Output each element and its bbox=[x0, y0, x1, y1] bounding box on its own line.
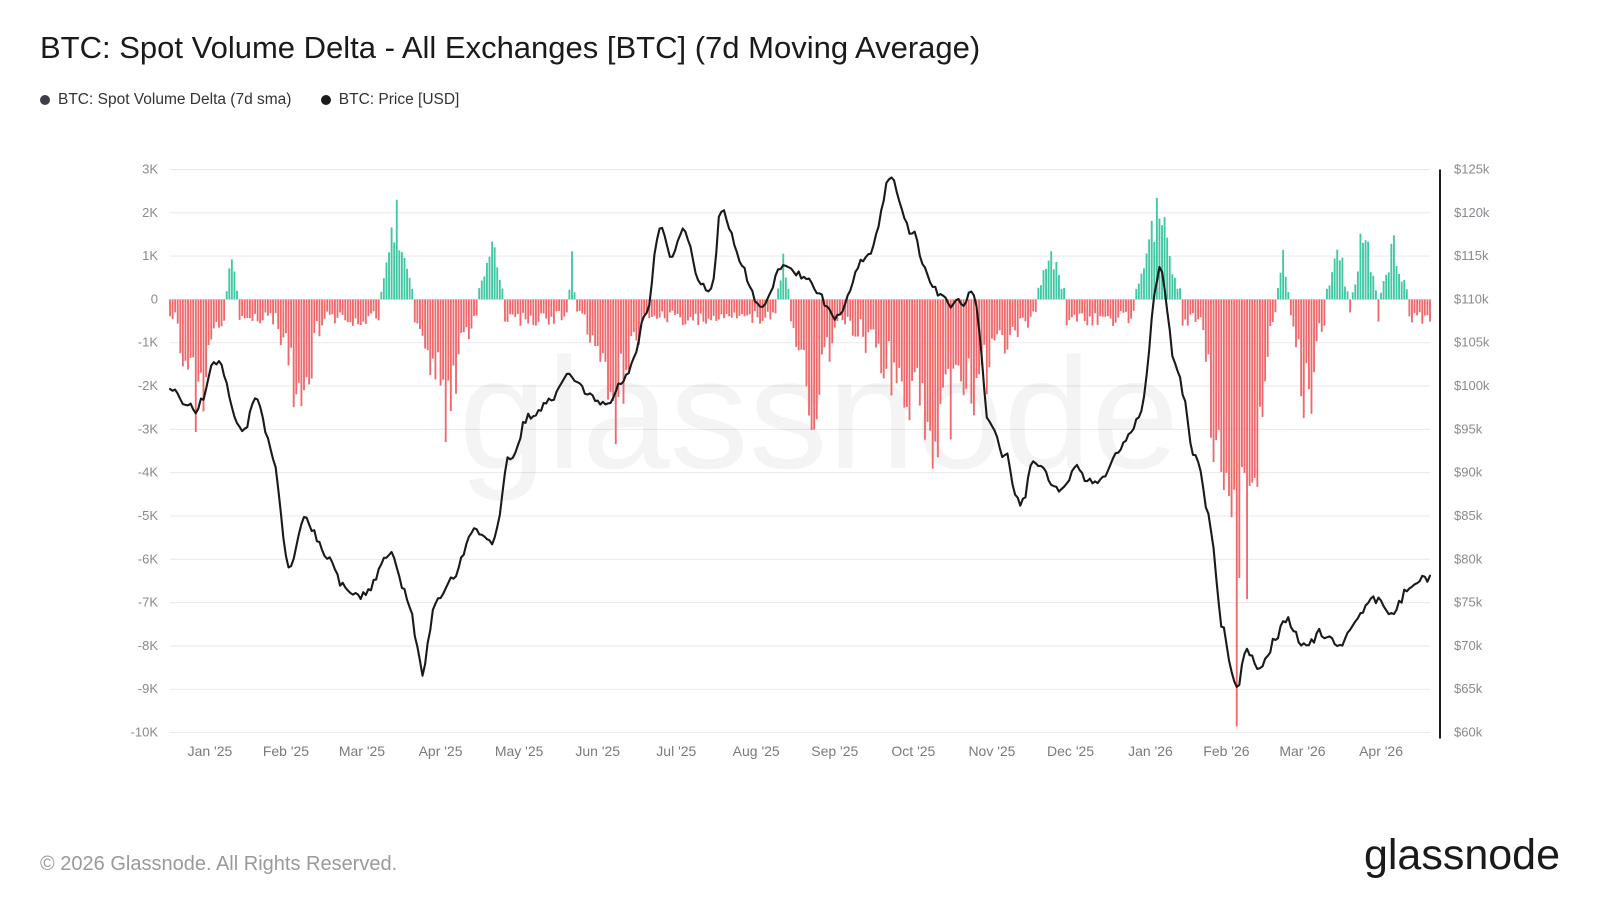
svg-text:Mar '25: Mar '25 bbox=[339, 743, 385, 759]
svg-text:$80k: $80k bbox=[1454, 551, 1483, 566]
svg-text:$105k: $105k bbox=[1454, 335, 1490, 350]
svg-text:Dec '25: Dec '25 bbox=[1047, 743, 1094, 759]
svg-text:1K: 1K bbox=[142, 248, 158, 263]
svg-text:$100k: $100k bbox=[1454, 378, 1490, 393]
svg-text:Apr '25: Apr '25 bbox=[419, 743, 463, 759]
svg-text:Feb '25: Feb '25 bbox=[263, 743, 309, 759]
svg-text:Feb '26: Feb '26 bbox=[1203, 743, 1249, 759]
svg-text:$65k: $65k bbox=[1454, 681, 1483, 696]
svg-text:-2K: -2K bbox=[138, 378, 159, 393]
svg-text:-10K: -10K bbox=[131, 725, 159, 740]
svg-text:-8K: -8K bbox=[138, 638, 159, 653]
svg-text:0: 0 bbox=[151, 291, 158, 306]
svg-text:$90k: $90k bbox=[1454, 465, 1483, 480]
svg-text:Aug '25: Aug '25 bbox=[733, 743, 780, 759]
svg-text:$60k: $60k bbox=[1454, 725, 1483, 740]
svg-text:Jan '25: Jan '25 bbox=[188, 743, 233, 759]
svg-text:Jan '26: Jan '26 bbox=[1128, 743, 1173, 759]
svg-text:-1K: -1K bbox=[138, 335, 159, 350]
svg-text:Apr '26: Apr '26 bbox=[1359, 743, 1403, 759]
svg-text:Oct '25: Oct '25 bbox=[891, 743, 935, 759]
svg-text:$75k: $75k bbox=[1454, 595, 1483, 610]
svg-text:-5K: -5K bbox=[138, 508, 159, 523]
svg-text:Mar '26: Mar '26 bbox=[1279, 743, 1325, 759]
svg-text:$125k: $125k bbox=[1454, 162, 1490, 177]
svg-text:$120k: $120k bbox=[1454, 205, 1490, 220]
svg-text:-4K: -4K bbox=[138, 465, 159, 480]
svg-text:Jul '25: Jul '25 bbox=[656, 743, 696, 759]
svg-text:-7K: -7K bbox=[138, 595, 159, 610]
svg-text:$95k: $95k bbox=[1454, 421, 1483, 436]
svg-text:-6K: -6K bbox=[138, 551, 159, 566]
svg-text:$85k: $85k bbox=[1454, 508, 1483, 523]
svg-text:3K: 3K bbox=[142, 162, 158, 177]
svg-text:-3K: -3K bbox=[138, 421, 159, 436]
svg-text:2K: 2K bbox=[142, 205, 158, 220]
svg-text:May '25: May '25 bbox=[495, 743, 544, 759]
svg-text:Jun '25: Jun '25 bbox=[575, 743, 620, 759]
svg-text:$115k: $115k bbox=[1454, 248, 1489, 263]
svg-text:-9K: -9K bbox=[138, 681, 159, 696]
svg-text:$110k: $110k bbox=[1454, 291, 1489, 306]
svg-text:Nov '25: Nov '25 bbox=[968, 743, 1015, 759]
svg-text:Sep '25: Sep '25 bbox=[811, 743, 858, 759]
svg-text:$70k: $70k bbox=[1454, 638, 1483, 653]
